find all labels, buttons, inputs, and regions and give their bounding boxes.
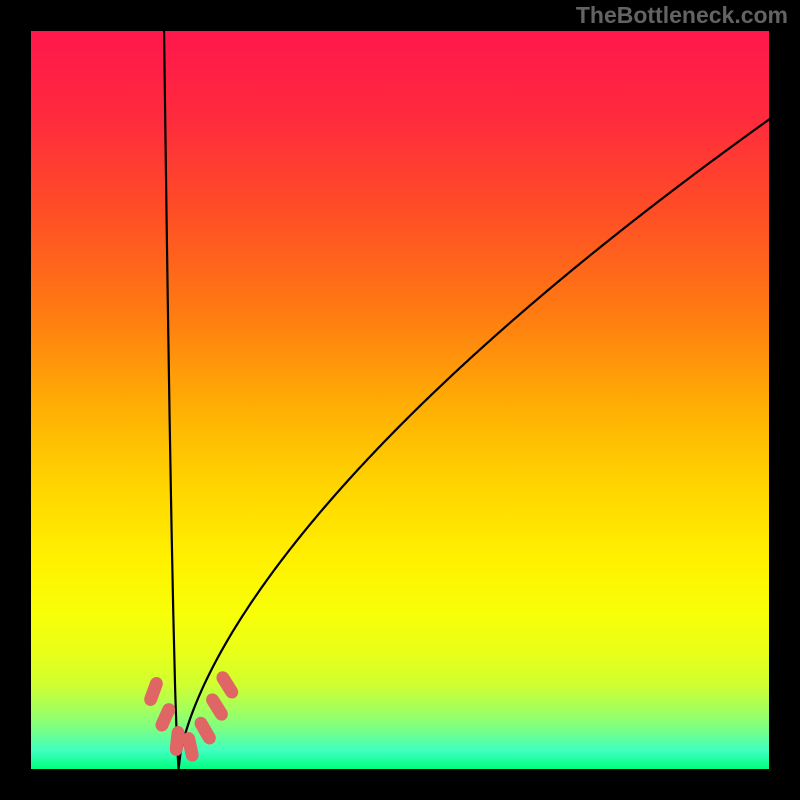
plot-area (31, 31, 769, 769)
chart-root: TheBottleneck.com (0, 0, 800, 800)
gradient-background (31, 31, 769, 769)
watermark-text: TheBottleneck.com (576, 2, 788, 29)
chart-svg (31, 31, 769, 769)
